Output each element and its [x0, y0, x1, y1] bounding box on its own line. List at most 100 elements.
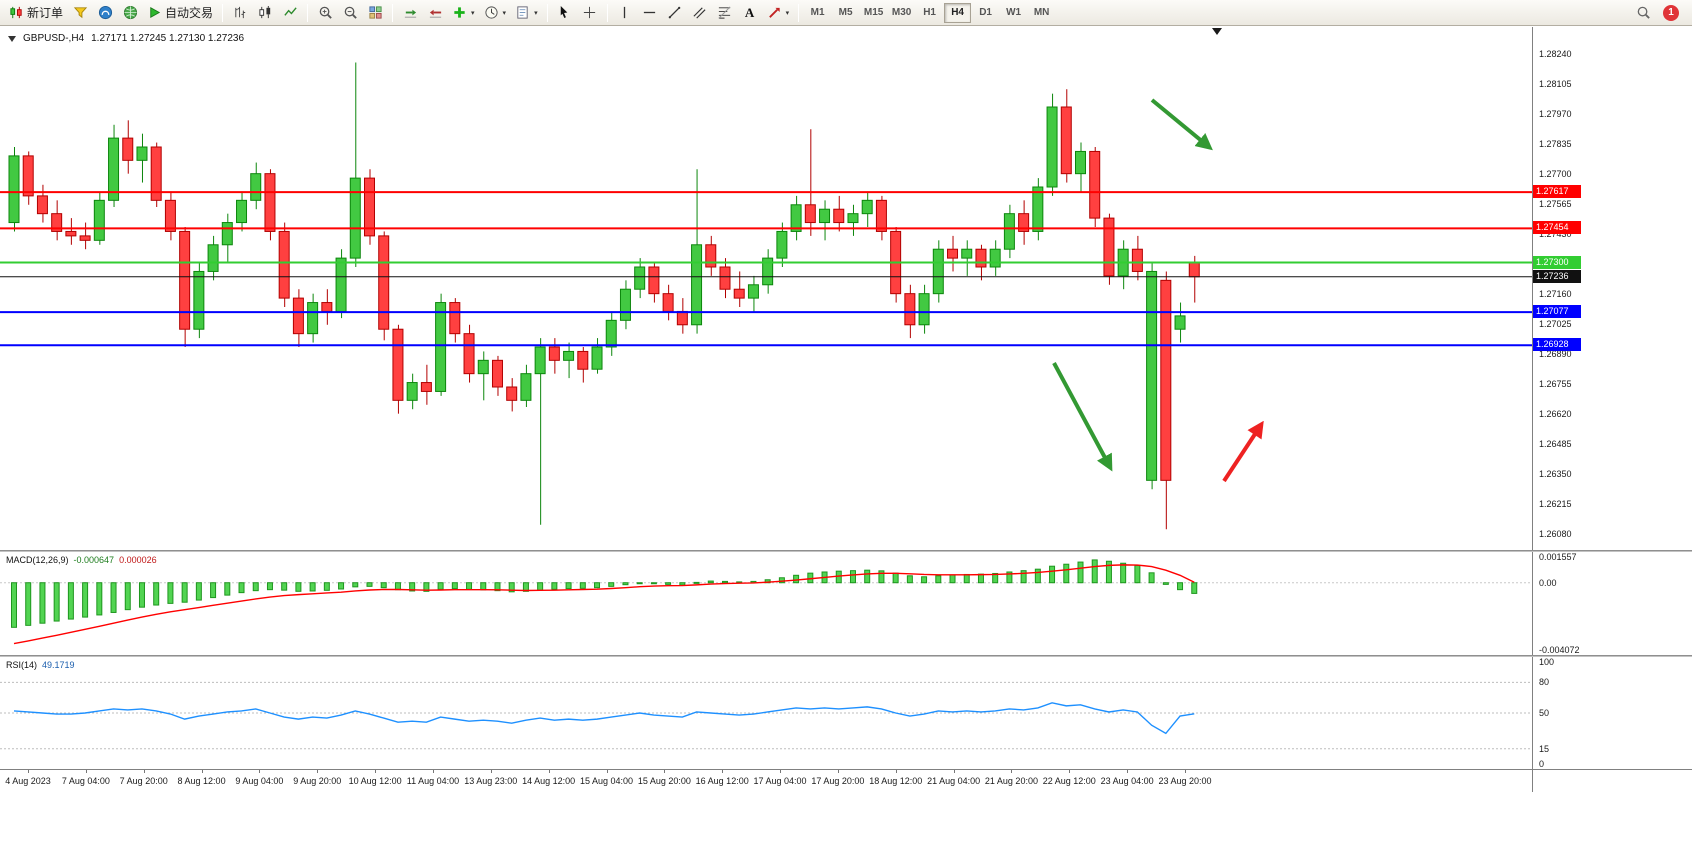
templates-button[interactable]: ▾: [511, 2, 542, 24]
vertical-line-tool-button[interactable]: [613, 2, 637, 24]
chart-title: GBPUSD-,H4 1.27171 1.27245 1.27130 1.272…: [8, 33, 244, 44]
bar-chart-button[interactable]: [228, 2, 252, 24]
macd-histogram-bar: [722, 580, 728, 584]
candle-body: [1146, 270, 1158, 481]
line-chart-button[interactable]: [278, 2, 302, 24]
price-axis-tick: 1.26080: [1539, 528, 1572, 539]
timeframe-d1-button[interactable]: D1: [979, 7, 992, 18]
timeframe-m5-button[interactable]: M5: [838, 7, 853, 18]
cursor-button[interactable]: [553, 2, 577, 24]
timeframe-h4-button[interactable]: H4: [944, 2, 972, 23]
macd-histogram-bar: [252, 582, 259, 592]
metaeditor-button[interactable]: [68, 2, 92, 24]
timeframe-w1-button[interactable]: W1: [1006, 7, 1022, 18]
horizontal-line-tool-button[interactable]: [638, 2, 662, 24]
text-tool-button[interactable]: A: [738, 2, 762, 24]
candle-body: [1174, 315, 1186, 330]
candle-body: [150, 146, 162, 201]
timeframe-mn-button[interactable]: MN: [1033, 7, 1050, 18]
auto-scroll-button[interactable]: [398, 2, 422, 24]
crosshair-button[interactable]: [578, 2, 602, 24]
candle-body: [947, 248, 959, 259]
candle-body: [392, 328, 404, 401]
chart-shift-button[interactable]: [423, 2, 447, 24]
price-axis-tick: 1.28105: [1539, 78, 1572, 89]
candle-body: [705, 244, 717, 268]
macd-histogram-bar: [963, 573, 970, 584]
candle-body: [1131, 248, 1143, 272]
candle-body: [577, 350, 589, 370]
arrows-tool-button[interactable]: ▾: [763, 2, 794, 24]
toolbar-separator: [798, 3, 800, 22]
fibonacci-tool-button[interactable]: [713, 2, 737, 24]
macd-histogram-bar: [537, 582, 544, 591]
mql5-community-button[interactable]: [93, 2, 117, 24]
market-button[interactable]: [118, 2, 142, 24]
tile-windows-button[interactable]: [363, 2, 387, 24]
timeframe-h1-button[interactable]: H1: [923, 7, 936, 18]
candle-body: [1018, 213, 1030, 232]
macd-histogram-bar: [338, 582, 345, 590]
timeframe-m1-button[interactable]: M1: [810, 7, 825, 18]
macd-axis-tick: 0.001557: [1539, 552, 1577, 562]
notification-badge[interactable]: 1: [1663, 4, 1679, 21]
rsi-axis-tick: 0: [1539, 759, 1545, 769]
bar-chart-icon: [234, 6, 245, 19]
macd-histogram-bar: [793, 574, 800, 584]
new-order-button[interactable]: 新订单: [5, 2, 67, 24]
price-line-label: 1.27077: [1533, 305, 1581, 319]
time-axis-separator: [0, 769, 1692, 770]
time-axis-label: 7 Aug 20:00: [119, 776, 168, 786]
trend-arrow[interactable]: [1150, 98, 1213, 151]
macd-histogram-bar: [480, 582, 487, 591]
macd-axis-tick: -0.004072: [1539, 645, 1580, 655]
search-button[interactable]: [1631, 2, 1655, 24]
indicators-button[interactable]: ▾: [448, 2, 479, 24]
panel-divider[interactable]: [0, 550, 1692, 552]
price-axis-tick: 1.27700: [1539, 168, 1572, 179]
toolbar-separator: [392, 3, 394, 22]
rsi-indicator-panel[interactable]: RSI(14) 49.1719: [0, 657, 1532, 769]
zoom-out-button[interactable]: [338, 2, 362, 24]
trend-arrow[interactable]: [1052, 362, 1113, 472]
price-line-label: 1.27454: [1533, 221, 1581, 235]
auto-trading-button[interactable]: 自动交易: [143, 2, 217, 24]
candlestick-chart-button[interactable]: [253, 2, 277, 24]
toolbar-separator: [222, 3, 224, 22]
panel-divider[interactable]: [0, 655, 1692, 657]
periods-button[interactable]: ▾: [480, 2, 511, 24]
candle-body: [676, 310, 688, 326]
price-axis[interactable]: 1.28240 1.28105 1.27970 1.27835 1.27700 1.275…: [1532, 27, 1692, 792]
macd-histogram-bar: [864, 569, 871, 584]
candle-body: [904, 293, 916, 326]
macd-histogram-bar: [579, 582, 586, 589]
text-tool-icon: A: [744, 4, 755, 20]
chart-shift-marker-icon[interactable]: [1212, 28, 1222, 35]
timeframe-m30-button[interactable]: M30: [891, 7, 912, 18]
candle-body: [8, 155, 20, 224]
price-axis-tick: 1.27025: [1539, 318, 1572, 329]
indicators-icon: [454, 7, 465, 18]
candle-body: [1188, 262, 1200, 278]
zoom-in-button[interactable]: [313, 2, 337, 24]
candle-body: [506, 386, 518, 401]
price-chart-panel[interactable]: GBPUSD-,H4 1.27171 1.27245 1.27130 1.272…: [0, 27, 1532, 550]
time-axis-tick: [1069, 770, 1071, 773]
candle-body: [207, 244, 219, 272]
trend-arrow[interactable]: [1222, 420, 1264, 483]
toolbar-right-group: 1: [1631, 2, 1679, 24]
templates-icon: [517, 6, 528, 19]
channel-tool-button[interactable]: [688, 2, 712, 24]
time-axis[interactable]: 4 Aug 2023 7 Aug 04:00 7 Aug 20:00 8 Aug 12…: [0, 770, 1692, 792]
macd-indicator-panel[interactable]: MACD(12,26,9) -0.000647 0.000026: [0, 552, 1532, 655]
candle-body: [833, 208, 845, 224]
timeframe-m15-button[interactable]: M15: [863, 7, 884, 18]
macd-histogram-bar: [1077, 561, 1084, 584]
one-click-trading-icon[interactable]: [8, 35, 16, 42]
macd-histogram-bar: [622, 582, 629, 586]
candle-body: [65, 230, 77, 237]
trendline-tool-button[interactable]: [663, 2, 687, 24]
search-icon: [1637, 6, 1650, 19]
macd-histogram-bar: [650, 582, 657, 585]
new-order-icon: [10, 6, 22, 19]
